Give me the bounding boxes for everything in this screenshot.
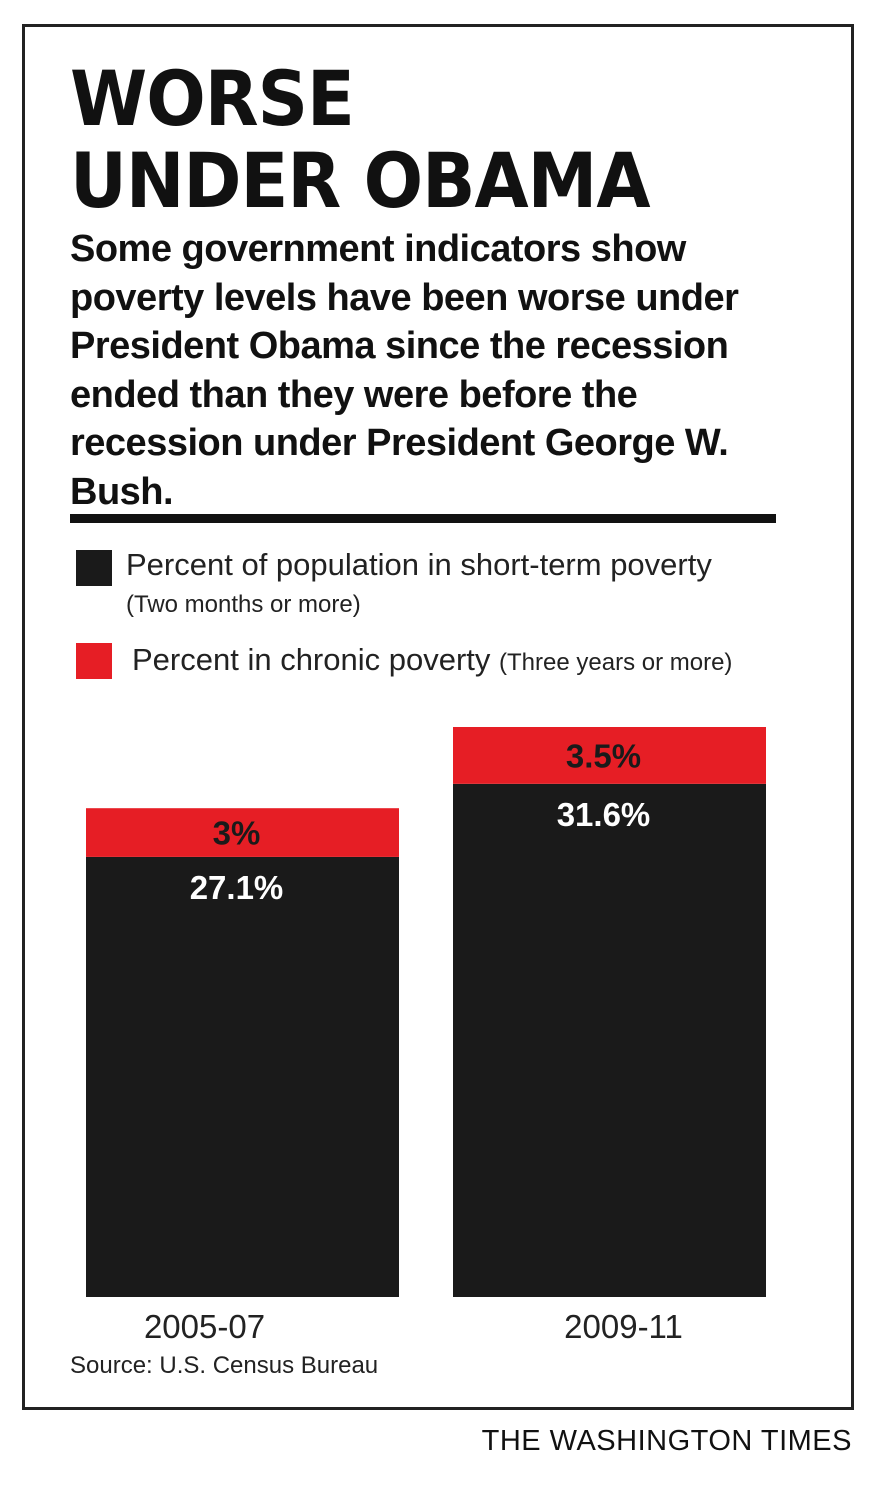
legend-label-short-term: Percent of population in short-term pove… <box>126 547 712 582</box>
divider-rule <box>70 514 776 523</box>
legend-note-short-term: (Two months or more) <box>126 591 361 618</box>
chart-title: WORSE UNDER OBAMA <box>70 54 651 226</box>
publisher-credit: THE WASHINGTON TIMES <box>481 1425 852 1457</box>
legend-label-chronic: Percent in chronic poverty <box>132 642 491 677</box>
x-tick-label-2005-07: 2005-07 <box>144 1308 265 1345</box>
source-note: Source: U.S. Census Bureau <box>70 1352 379 1379</box>
legend-note-chronic: (Three years or more) <box>499 649 733 676</box>
bar-short-term-2009-11 <box>453 783 766 1297</box>
bar-chronic-2009-11 <box>453 727 766 784</box>
data-label-short-term-2005-07: 27.1% <box>190 869 284 906</box>
chart-frame <box>22 24 854 1410</box>
chart-subtitle: Some government indicators show poverty … <box>70 228 739 513</box>
data-label-short-term-2009-11: 31.6% <box>557 796 651 833</box>
bar-chronic-2005-07 <box>86 808 399 857</box>
bar-short-term-2005-07 <box>86 856 399 1297</box>
legend-swatch-short-term <box>76 550 112 586</box>
data-label-chronic-2005-07: 3% <box>213 815 261 852</box>
x-tick-label-2009-11: 2009-11 <box>564 1308 683 1345</box>
data-label-chronic-2009-11: 3.5% <box>566 737 641 774</box>
legend-text-chronic: Percent in chronic poverty (Three years … <box>132 640 732 683</box>
legend-swatch-chronic <box>76 643 112 679</box>
